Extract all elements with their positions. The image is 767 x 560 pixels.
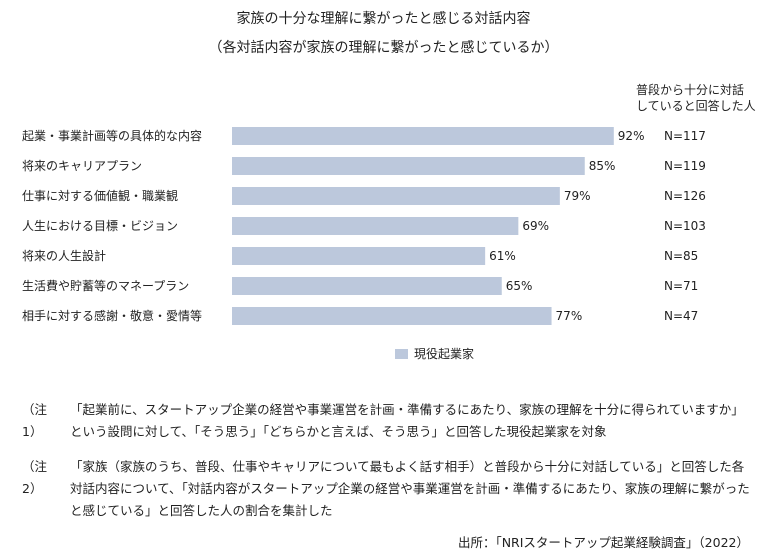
n-header-line1: 普段から十分に対話 [636, 83, 745, 97]
category-label: 将来の人生設計 [22, 248, 106, 263]
category-label: 人生における目標・ビジョン [22, 219, 178, 233]
chart-subtitle: （各対話内容が家族の理解に繋がったと感じているか） [208, 40, 559, 56]
n-label: N=119 [664, 159, 706, 173]
category-label: 相手に対する感謝・敬意・愛情等 [22, 308, 202, 323]
source-note: 出所：「NRIスタートアップ起業経験調査」（2022） [457, 535, 749, 550]
bar [232, 127, 614, 145]
bar [232, 247, 486, 265]
category-label: 仕事に対する価値観・職業観 [22, 188, 178, 203]
legend: 現役起業家 [395, 345, 474, 362]
value-label: 85% [589, 159, 616, 173]
value-label: 65% [506, 279, 533, 293]
note-1-label: （注1） [22, 402, 48, 439]
chart-title: 家族の十分な理解に繋がったと感じる対話内容 [236, 11, 531, 27]
value-label: 69% [522, 219, 549, 233]
n-label: N=126 [664, 189, 706, 203]
note-1-text: 「起業前に、スタートアップ企業の経営や事業運営を計画・準備するにあたり、家族の理… [70, 402, 744, 439]
n-label: N=47 [664, 309, 698, 323]
bar [232, 157, 585, 175]
value-label: 77% [556, 309, 583, 323]
n-label: N=117 [664, 129, 706, 143]
value-label: 92% [618, 129, 645, 143]
legend-swatch [395, 348, 408, 359]
n-column-header: 普段から十分に対話 していると回答した人 [636, 82, 756, 114]
bar-chart: 起業・事業計画等の具体的な内容 92% N=117 将来のキャリアプラン 85% N=11… [22, 127, 706, 325]
note-2-text: 「家族（家族のうち、普段、仕事やキャリアについて最もよく話す相手）と普段から十分… [70, 459, 750, 518]
n-label: N=71 [664, 279, 698, 293]
legend-label: 現役起業家 [414, 347, 475, 361]
n-label: N=103 [664, 219, 706, 233]
n-header-line2: していると回答した人 [636, 99, 756, 113]
category-label: 起業・事業計画等の具体的な内容 [22, 128, 202, 143]
bar [232, 307, 552, 325]
value-label: 61% [489, 249, 516, 263]
bar [232, 277, 502, 295]
bar [232, 187, 560, 205]
note-2-label: （注2） [22, 459, 48, 496]
value-label: 79% [564, 189, 591, 203]
category-label: 将来のキャリアプラン [22, 159, 142, 173]
bar [232, 217, 519, 235]
category-label: 生活費や貯蓄等のマネープラン [22, 278, 189, 293]
n-label: N=85 [664, 249, 698, 263]
